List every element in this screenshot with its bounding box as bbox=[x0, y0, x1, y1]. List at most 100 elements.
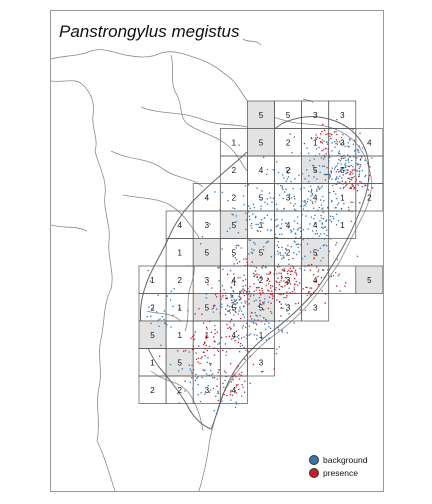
background-point-1187 bbox=[289, 193, 291, 195]
presence-point-639 bbox=[296, 274, 298, 276]
presence-point-788 bbox=[240, 297, 242, 299]
background-point-331 bbox=[303, 205, 305, 207]
background-point-64 bbox=[345, 165, 347, 167]
background-point-290 bbox=[316, 188, 318, 190]
background-point-1018 bbox=[197, 394, 199, 396]
background-point-136 bbox=[361, 169, 364, 172]
background-point-340 bbox=[310, 190, 313, 192]
presence-point-647 bbox=[267, 277, 269, 279]
presence-point-782 bbox=[288, 304, 290, 306]
presence-point-670 bbox=[280, 303, 282, 305]
background-point-524 bbox=[200, 243, 202, 245]
presence-point-636 bbox=[286, 281, 288, 283]
presence-point-1004 bbox=[206, 349, 208, 352]
background-point-1153 bbox=[273, 197, 275, 200]
background-point-1203 bbox=[273, 213, 276, 215]
presence-point-251 bbox=[325, 153, 327, 155]
background-point-102 bbox=[322, 149, 324, 151]
background-point-619 bbox=[258, 297, 261, 299]
background-point-295 bbox=[336, 183, 338, 185]
background-point-263 bbox=[322, 211, 324, 213]
background-point-1114 bbox=[230, 381, 232, 383]
background-point-153 bbox=[340, 170, 342, 172]
background-point-603 bbox=[235, 307, 237, 309]
background-point-461 bbox=[188, 265, 190, 267]
background-point-1096 bbox=[210, 369, 212, 372]
cell-label-r9-c0: 1 bbox=[150, 358, 155, 367]
background-point-357 bbox=[284, 252, 286, 254]
background-point-143 bbox=[358, 167, 360, 169]
background-point-1015 bbox=[201, 356, 203, 358]
presence-point-747 bbox=[291, 270, 293, 273]
presence-point-1048 bbox=[241, 384, 243, 386]
background-point-1200 bbox=[310, 195, 312, 197]
presence-point-199 bbox=[342, 174, 344, 176]
background-point-514 bbox=[252, 182, 254, 185]
presence-point-684 bbox=[284, 285, 286, 287]
presence-point-247 bbox=[315, 137, 317, 139]
background-point-1112 bbox=[210, 374, 213, 376]
background-point-257 bbox=[335, 244, 337, 246]
presence-point-941 bbox=[246, 322, 248, 325]
presence-point-797 bbox=[252, 272, 255, 275]
presence-point-1071 bbox=[240, 374, 242, 376]
background-point-3 bbox=[344, 162, 347, 164]
background-point-282 bbox=[347, 206, 350, 209]
background-point-1088 bbox=[199, 400, 202, 403]
background-point-318 bbox=[323, 238, 326, 240]
background-point-407 bbox=[328, 250, 331, 252]
grid-cell-r5-c6 bbox=[301, 238, 330, 267]
background-point-575 bbox=[244, 300, 246, 302]
background-point-858 bbox=[260, 320, 262, 323]
presence-point-958 bbox=[214, 341, 216, 343]
presence-point-730 bbox=[308, 291, 310, 293]
background-point-332 bbox=[337, 220, 340, 222]
presence-point-723 bbox=[330, 275, 332, 277]
presence-point-989 bbox=[191, 348, 194, 351]
background-point-5 bbox=[308, 152, 310, 154]
presence-point-981 bbox=[204, 348, 206, 350]
presence-point-242 bbox=[320, 133, 322, 135]
background-point-435 bbox=[283, 268, 286, 270]
background-point-358 bbox=[299, 236, 302, 238]
presence-point-648 bbox=[295, 272, 297, 274]
background-point-504 bbox=[234, 257, 236, 259]
background-point-297 bbox=[310, 216, 313, 218]
background-point-284 bbox=[348, 209, 350, 211]
background-point-287 bbox=[293, 205, 295, 207]
background-point-630 bbox=[234, 300, 236, 303]
background-point-540 bbox=[270, 256, 272, 258]
background-point-100 bbox=[342, 183, 344, 185]
presence-point-703 bbox=[248, 298, 250, 300]
background-point-320 bbox=[309, 223, 311, 225]
presence-point-984 bbox=[207, 357, 209, 359]
cell-label-r6-c1: 2 bbox=[177, 276, 182, 285]
background-point-1233 bbox=[293, 195, 295, 198]
background-point-161 bbox=[341, 156, 343, 158]
background-point-506 bbox=[279, 227, 281, 229]
background-point-1193 bbox=[282, 197, 284, 200]
background-point-308 bbox=[330, 238, 332, 240]
background-point-864 bbox=[238, 334, 240, 337]
presence-point-793 bbox=[269, 272, 271, 274]
presence-point-180 bbox=[337, 168, 339, 171]
background-point-401 bbox=[300, 224, 302, 226]
presence-point-753 bbox=[284, 281, 287, 284]
background-point-15 bbox=[358, 175, 361, 177]
presence-point-220 bbox=[350, 179, 353, 181]
background-point-32 bbox=[326, 173, 329, 176]
background-point-1030 bbox=[217, 390, 219, 392]
background-point-617 bbox=[239, 291, 241, 293]
background-point-268 bbox=[343, 203, 345, 205]
presence-point-746 bbox=[280, 272, 282, 275]
presence-point-243 bbox=[327, 133, 329, 135]
background-point-144 bbox=[336, 143, 339, 145]
presence-point-805 bbox=[280, 275, 283, 277]
background-point-489 bbox=[226, 230, 228, 232]
background-point-150 bbox=[338, 158, 340, 161]
presence-point-198 bbox=[363, 182, 365, 185]
presence-point-1073 bbox=[184, 380, 186, 382]
background-point-360 bbox=[296, 229, 299, 231]
background-point-75 bbox=[339, 153, 341, 155]
presence-point-973 bbox=[203, 351, 205, 353]
